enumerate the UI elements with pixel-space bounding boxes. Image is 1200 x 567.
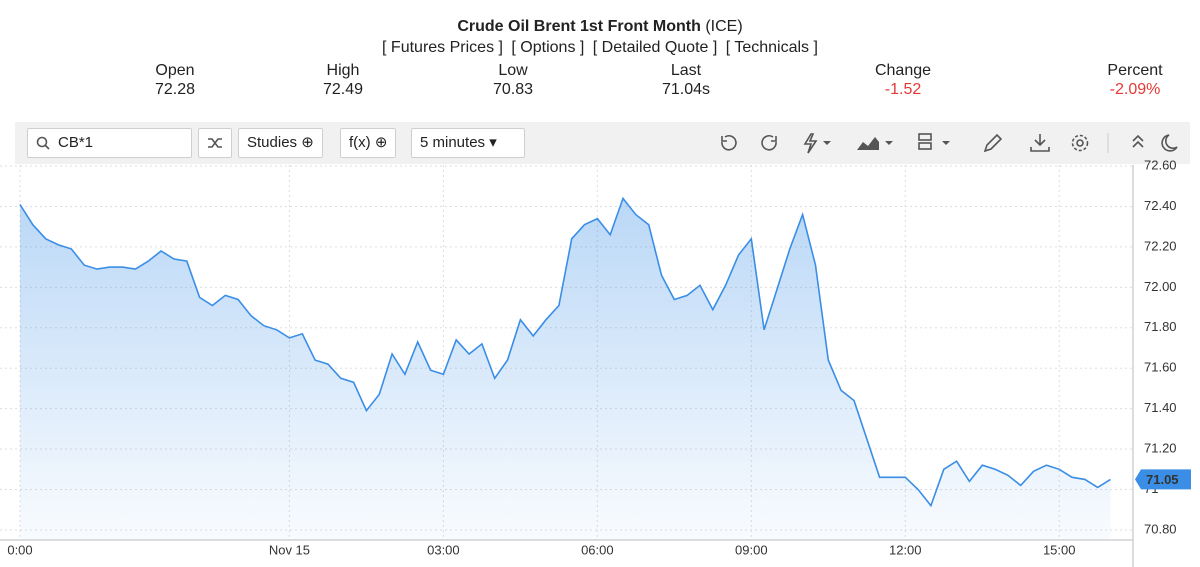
stat-value: 72.49 xyxy=(322,81,364,98)
search-icon xyxy=(36,136,50,150)
redo-icon[interactable] xyxy=(761,134,777,151)
link[interactable]: [ Technicals ] xyxy=(725,39,818,56)
interval: 5 minutes xyxy=(420,134,486,151)
interval-select[interactable]: 5 minutes ▾ xyxy=(411,128,525,158)
compare-button[interactable] xyxy=(198,128,232,158)
stat-label: Open xyxy=(155,62,195,79)
price-tag xyxy=(1135,469,1191,490)
toolbar-icons xyxy=(721,133,1178,154)
stat: Change -1.52 xyxy=(833,61,973,99)
link[interactable]: [ Options ] xyxy=(511,39,585,56)
caret xyxy=(823,141,831,145)
fx: f(x) xyxy=(349,134,371,151)
layout-icon xyxy=(918,142,932,150)
stat-label: High xyxy=(326,62,360,79)
stat-value: 71.04s xyxy=(661,81,711,98)
quote-header: Crude Oil Brent 1st Front Month (ICE) [ … xyxy=(0,0,1200,120)
y-tick-label: 71.60 xyxy=(1144,360,1177,375)
y-tick-label: 72.20 xyxy=(1144,238,1177,253)
toolbar: CB*1 Studies ⊕ f(x) ⊕ 5 minutes ▾ xyxy=(15,122,1190,164)
stat-label: Last xyxy=(670,62,702,79)
link[interactable]: [ Detailed Quote ] xyxy=(592,39,718,56)
studies: Studies xyxy=(247,134,298,151)
settings-gear xyxy=(1071,134,1089,152)
x-tick-label: Nov 15 xyxy=(269,542,310,557)
y-tick-label: 72.40 xyxy=(1144,198,1177,213)
x-tick-label: 06:00 xyxy=(581,542,614,557)
stat-value: -2.09% xyxy=(1109,81,1161,98)
y-tick-label: 71.80 xyxy=(1144,319,1177,334)
chart-type-icon[interactable] xyxy=(857,137,879,150)
collapse-icon[interactable] xyxy=(1132,134,1144,148)
stat: Percent -2.09% xyxy=(1065,61,1200,99)
symbol: CB*1 xyxy=(58,134,94,151)
instrument-name: Crude Oil Brent 1st Front Month xyxy=(457,18,701,35)
links: [ Futures Prices ] [ Options ] [ Detaile… xyxy=(0,39,1200,57)
caret xyxy=(885,141,893,145)
area xyxy=(20,198,1111,540)
x-tick-label: 12:00 xyxy=(889,542,922,557)
x-tick-label: 0:00 xyxy=(7,542,32,557)
line xyxy=(19,196,1111,508)
stat-value: 70.83 xyxy=(492,81,534,98)
y-tick-label: 72.00 xyxy=(1144,279,1177,294)
undo-icon[interactable] xyxy=(721,134,737,151)
y-tick-label: 70.80 xyxy=(1144,521,1177,536)
studies-button[interactable]: Studies ⊕ xyxy=(238,128,323,158)
stat-label: Percent xyxy=(1107,62,1163,79)
exchange: (ICE) xyxy=(705,18,743,35)
symbol-search[interactable]: CB*1 xyxy=(27,128,192,158)
x-tick-label: 15:00 xyxy=(1043,542,1076,557)
fx-button[interactable]: f(x) ⊕ xyxy=(340,128,397,158)
x-tick-label: 03:00 xyxy=(427,542,460,557)
stat: Open 72.28 xyxy=(105,61,245,99)
stat: High 72.49 xyxy=(273,61,413,99)
stat-label: Low xyxy=(498,62,528,79)
stat: Low 70.83 xyxy=(443,61,583,99)
layout-icon[interactable] xyxy=(918,133,932,141)
y-tick-label: 71.40 xyxy=(1144,400,1177,415)
draw-icon[interactable] xyxy=(983,133,1003,153)
stat-value: 72.28 xyxy=(154,81,196,98)
y-tick-label: 71.20 xyxy=(1144,440,1177,455)
x-tick-label: 09:00 xyxy=(735,542,768,557)
flash-icon[interactable] xyxy=(803,133,818,154)
stat-value: -1.52 xyxy=(884,81,922,98)
link[interactable]: [ Futures Prices ] xyxy=(382,39,503,56)
theme-icon[interactable] xyxy=(1161,134,1178,152)
stat: Last 71.04s xyxy=(616,61,756,99)
y-tick-label: 72.60 xyxy=(1144,158,1177,173)
download-icon[interactable] xyxy=(1030,134,1050,152)
shuffle-icon xyxy=(208,138,222,148)
settings-icon[interactable] xyxy=(1076,139,1084,147)
caret xyxy=(942,141,950,145)
title: Crude Oil Brent 1st Front Month (ICE) xyxy=(0,18,1200,36)
stat-label: Change xyxy=(874,62,932,79)
price-tag-label: 71.05 xyxy=(1146,472,1179,487)
